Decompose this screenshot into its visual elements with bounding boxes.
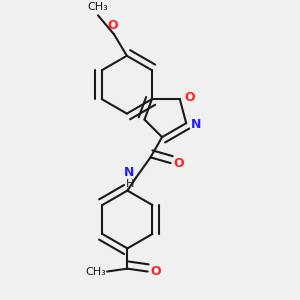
- Text: CH₃: CH₃: [85, 266, 106, 277]
- Text: O: O: [107, 19, 118, 32]
- Text: O: O: [151, 265, 161, 278]
- Text: O: O: [174, 157, 184, 169]
- Text: O: O: [184, 91, 195, 104]
- Text: CH₃: CH₃: [88, 2, 108, 12]
- Text: H: H: [126, 179, 135, 189]
- Text: N: N: [124, 166, 135, 179]
- Text: N: N: [190, 118, 201, 131]
